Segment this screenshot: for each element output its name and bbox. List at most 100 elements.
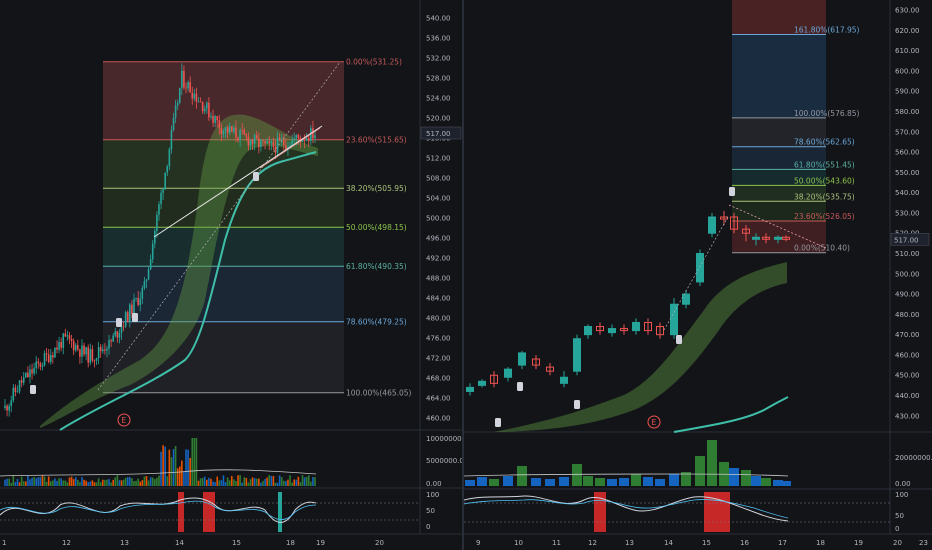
volume-bar (206, 479, 208, 486)
candle-body (573, 338, 581, 372)
oscillator-d-line (464, 499, 789, 519)
candle-body (774, 236, 782, 240)
volume-bar (230, 475, 233, 486)
candle-body (135, 297, 137, 299)
volume-bar (120, 480, 123, 486)
volume-bar (56, 480, 58, 486)
volume-bar (239, 475, 241, 486)
price-axis-label: 524.00 (426, 95, 451, 103)
right-chart-pane[interactable]: 161.80%(617.95) 100.00%(576.85) 78.60%(562… (464, 0, 932, 550)
price-axis-label: 480.00 (426, 315, 451, 323)
fib-zone (732, 185, 826, 202)
candle-body (258, 138, 260, 148)
time-axis-label: 20 (375, 539, 384, 547)
candle-body (10, 400, 13, 406)
volume-bar (233, 479, 235, 486)
candle-body (264, 140, 266, 144)
price-axis-label: 550.00 (895, 169, 920, 177)
fib-level-label: 38.20%(535.75) (794, 192, 855, 201)
volume-bar (285, 481, 287, 486)
left-chart-pane[interactable]: 0.00%(531.25) 23.60%(515.65) 38.20%(505.95… (0, 0, 462, 550)
signal-marker (30, 385, 36, 394)
candle-body (33, 367, 35, 374)
fib-level-label: 50.00%(543.60) (794, 176, 855, 185)
volume-bar (168, 449, 171, 486)
candle-body (178, 87, 181, 103)
price-axis-label: 540.00 (895, 189, 920, 197)
candle-body (54, 347, 56, 358)
candle-body (118, 333, 121, 338)
price-axis-label: 468.00 (426, 375, 451, 383)
current-price-badge (890, 233, 930, 246)
oscillator-d-line (0, 500, 317, 520)
candle-body (289, 145, 291, 147)
price-axis-label: 460.00 (426, 415, 451, 423)
candle-body (656, 326, 664, 336)
volume-bar (655, 479, 665, 486)
pane-divider[interactable] (462, 0, 464, 550)
volume-bar (218, 480, 221, 486)
volume-bar (303, 477, 306, 486)
volume-bar (301, 475, 304, 486)
price-axis-label: 480.00 (895, 311, 920, 319)
candle-body (195, 93, 198, 102)
volume-bar (110, 482, 112, 486)
volume-bar (695, 456, 705, 486)
volume-bar (241, 482, 243, 486)
volume-bar (162, 445, 164, 486)
volume-bar (266, 477, 268, 486)
fib-zone (732, 117, 826, 147)
candle-body (185, 87, 187, 89)
volume-bar (158, 475, 160, 486)
left-chart-canvas[interactable]: 0.00%(531.25) 23.60%(515.65) 38.20%(505.95… (0, 0, 462, 550)
candle-body (35, 361, 38, 368)
signal-marker (574, 400, 580, 409)
candle-body (158, 204, 160, 215)
right-chart-canvas[interactable]: 161.80%(617.95) 100.00%(576.85) 78.60%(562… (464, 0, 932, 550)
trendline-pink-dashed (728, 204, 827, 249)
candle-body (222, 130, 225, 135)
volume-bar (156, 477, 158, 486)
volume-bar (139, 481, 142, 486)
price-axis-label: 536.00 (426, 35, 451, 43)
volume-bar (70, 476, 73, 486)
oscillator-k-line (0, 497, 317, 523)
volume-bar (62, 480, 65, 486)
volume-bar (270, 475, 273, 486)
volume-bar (214, 482, 216, 486)
candle-body (546, 366, 554, 372)
volume-bar (101, 479, 104, 486)
price-axis-label: 440.00 (895, 392, 920, 400)
volume-bar (681, 472, 691, 486)
candle-body (145, 279, 148, 282)
candle-body (91, 349, 94, 361)
volume-bar (137, 478, 139, 486)
candle-body (68, 335, 71, 340)
volume-bar (253, 478, 256, 486)
volume-bar (258, 478, 260, 486)
volume-bar (37, 477, 40, 486)
volume-bar (531, 478, 541, 486)
candle-body (249, 140, 252, 146)
volume-bar (49, 481, 52, 486)
volume-bar (6, 478, 8, 486)
signal-marker (253, 172, 259, 181)
price-axis-label: 484.00 (426, 295, 451, 303)
fib-zone (103, 188, 344, 228)
candle-body (176, 102, 179, 106)
candle-body (12, 387, 15, 401)
candle-body (730, 216, 738, 230)
candle-body (305, 138, 308, 141)
candle-body (518, 352, 526, 366)
candle-body (87, 347, 90, 363)
fib-zone (732, 169, 826, 186)
candle-body (237, 137, 239, 141)
volume-bar (295, 479, 298, 486)
volume-bar (39, 477, 42, 486)
price-axis-label: 590.00 (895, 88, 920, 96)
candle-body (782, 236, 790, 240)
candle-body (268, 141, 271, 144)
volume-bar (83, 479, 85, 486)
volume-bar (189, 457, 191, 486)
volume-bar (278, 475, 281, 486)
